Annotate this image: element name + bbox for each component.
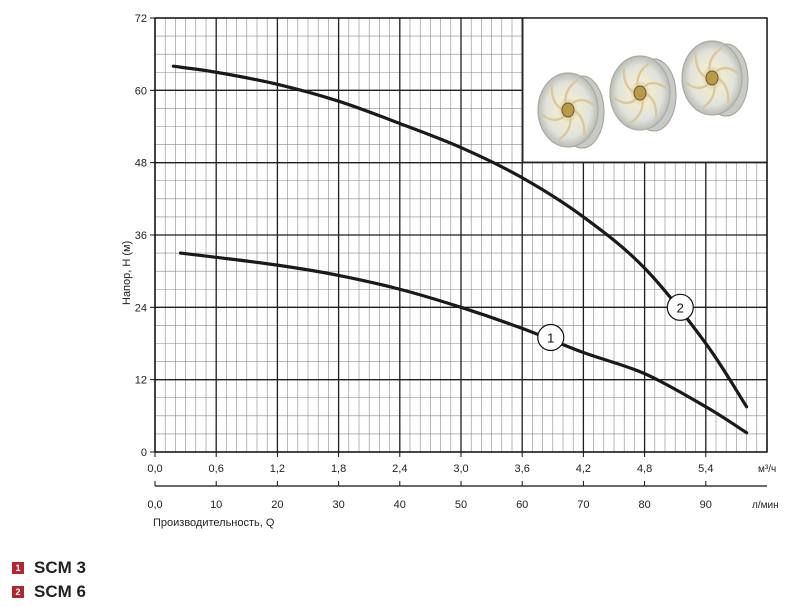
y-tick-label: 0 — [141, 447, 147, 459]
legend-badge: 2 — [12, 586, 24, 598]
legend-item-scm3: 1 SCM 3 — [12, 556, 86, 580]
impeller-vane — [572, 109, 586, 136]
y-tick-label: 48 — [135, 158, 147, 170]
impeller-vane — [701, 83, 716, 109]
y-tick-label: 36 — [135, 230, 147, 242]
curve-label-circle — [666, 293, 694, 321]
x2-tick-label: 20 — [271, 499, 283, 511]
impeller-hub — [705, 70, 719, 86]
impeller-icon — [681, 40, 749, 117]
series: 12 — [171, 64, 749, 435]
impeller-vane — [564, 79, 579, 105]
x2-tick-label: 40 — [394, 499, 406, 511]
impeller-hub — [561, 102, 575, 118]
x-tick-label: 4,8 — [637, 463, 652, 475]
legend-label: SCM 3 — [34, 558, 86, 577]
impeller-vane — [636, 62, 651, 88]
impeller-icon — [537, 72, 605, 149]
impeller-vane — [716, 77, 730, 104]
impeller-vane — [550, 84, 564, 111]
x-tick-label: 0,6 — [209, 463, 224, 475]
impeller-vane — [644, 92, 658, 119]
legend-label: SCM 6 — [34, 582, 86, 601]
impeller-vane — [641, 81, 667, 90]
y-tick-label: 24 — [135, 302, 147, 314]
x-tick-label: 4,2 — [576, 463, 591, 475]
x-axis-label: Производительность, Q — [153, 517, 275, 529]
y-tick-label: 72 — [135, 13, 147, 25]
legend: 1 SCM 3 2 SCM 6 — [12, 556, 86, 604]
x2-tick-label: 10 — [210, 499, 222, 511]
x2-tick-label: 0,0 — [147, 499, 162, 511]
x2-tick-label: 70 — [577, 499, 589, 511]
x-tick-label: 3,6 — [515, 463, 530, 475]
curve-label-text: 2 — [677, 300, 684, 315]
x2-tick-label: 50 — [455, 499, 467, 511]
curve-label-text: 1 — [547, 330, 554, 345]
impeller-vane — [569, 98, 595, 107]
legend-badge: 1 — [12, 562, 24, 574]
x2-tick-label: 30 — [332, 499, 344, 511]
legend-item-scm6: 2 SCM 6 — [12, 580, 86, 604]
impeller-vane — [629, 98, 644, 124]
x-tick-label: 1,2 — [270, 463, 285, 475]
x-unit-primary: м³/ч — [758, 464, 776, 475]
x2-tick-label: 80 — [638, 499, 650, 511]
impeller-icon — [609, 55, 677, 132]
x-tick-label: 0,0 — [147, 463, 162, 475]
impeller-vane — [557, 115, 572, 141]
impeller-hub — [633, 85, 647, 101]
curve-label-circle — [537, 323, 565, 352]
x-tick-label: 2,4 — [392, 463, 407, 475]
impeller-vane — [685, 81, 711, 90]
axes — [150, 17, 768, 487]
x-unit-secondary: л/мин — [752, 500, 779, 511]
impeller-vane — [541, 113, 567, 122]
x2-tick-label: 60 — [516, 499, 528, 511]
impeller-vane — [613, 96, 639, 105]
series-curve-2 — [171, 64, 749, 409]
impeller-vane — [708, 47, 723, 73]
y-tick-label: 60 — [135, 85, 147, 97]
y-tick-label: 12 — [135, 375, 147, 387]
impeller-photo — [522, 17, 768, 163]
x-tick-label: 5,4 — [698, 463, 713, 475]
series-curve-1 — [178, 251, 749, 435]
x-tick-label: 3,0 — [453, 463, 468, 475]
x2-tick-label: 90 — [700, 499, 712, 511]
impeller-vane — [694, 52, 708, 79]
y-axis-label: Напор, Н (м) — [121, 241, 133, 305]
impeller-vane — [713, 66, 739, 75]
x-tick-label: 1,8 — [331, 463, 346, 475]
impeller-vane — [622, 67, 636, 94]
